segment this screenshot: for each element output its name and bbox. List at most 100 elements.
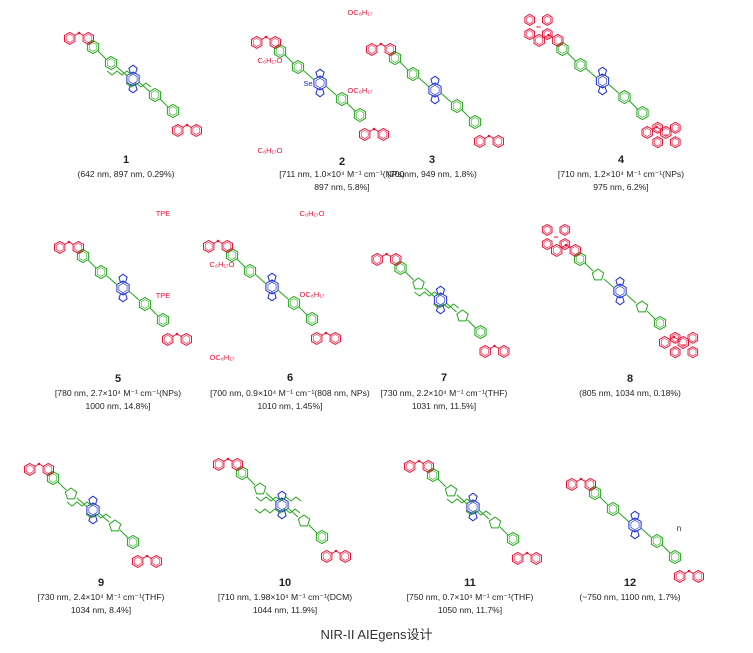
thiophene-9-0: [64, 487, 78, 500]
phenyl-3-0-inner: [390, 53, 400, 63]
tpa-5-0-phenyl-a-inner: [55, 242, 64, 252]
tpa-3-1-bond-b: [488, 135, 495, 140]
phenyl-bridge-1-0-inner: [106, 58, 116, 68]
phenyl-bridge-12-1-inner: [652, 536, 662, 546]
tpa-1-1-phenyl-a-inner: [173, 125, 182, 135]
acceptor-5-thiadiazole-top: [118, 273, 128, 283]
tpa-10-0-bond-a: [222, 458, 229, 463]
acceptor-11-thiadiazole-top: [468, 492, 478, 502]
acceptor-8-thiadiazole-top: [615, 276, 625, 286]
tpa-1-0-phenyl-a-inner: [65, 33, 74, 43]
tpa-11-1-phenyl-a-inner: [513, 553, 522, 563]
tpe-8-1-ph2: [687, 331, 699, 344]
tpa-10-0-phenyl-b-inner: [233, 459, 242, 469]
tpa-6-0-phenyl-a-inner: [204, 241, 213, 251]
phenyl-bridge-12-1: [650, 533, 664, 549]
tpa-6-1-bond-b: [325, 332, 332, 337]
tpa-8-1-bond-a: [668, 336, 675, 341]
phenyl-bridge-1-0: [104, 55, 118, 71]
acceptor-12-thiadiazole-top: [630, 510, 640, 520]
tpa-1-1-phenyl-b-inner: [192, 125, 201, 135]
link-6-0: [236, 258, 246, 268]
bridge-bond-8-1: [625, 293, 637, 304]
tpa-8-1-phenyl-a-inner: [660, 337, 669, 347]
label-2-4: Se: [303, 79, 312, 88]
bridge-bond-6-1: [277, 289, 289, 300]
tpa-8-1-bond-b: [673, 336, 680, 341]
tpa-11-1-phenyl-b-inner: [532, 553, 541, 563]
tpa-12-1-bond-b: [688, 570, 695, 575]
tpa-3-0-bond-a: [375, 43, 382, 48]
bridge-bond-11-1: [478, 509, 490, 520]
tpa-5-0-bond-a: [63, 241, 70, 246]
tpa-2-1-bond-b: [373, 128, 380, 133]
phenyl-bridge-1-1: [148, 87, 162, 103]
structure-7: [371, 252, 510, 358]
phenyl-bridge-5-0-inner: [96, 267, 106, 277]
bridge-bond-11-0: [456, 494, 468, 505]
phenyl-bridge-3-1-inner: [452, 101, 462, 111]
alkyl-7-1: [433, 303, 459, 309]
link-7-1: [467, 319, 476, 329]
link-2-1: [346, 102, 356, 112]
tpa-5-1-phenyl-b-inner: [182, 334, 191, 344]
figure-caption: NIR-II AIEgens设计: [320, 627, 433, 642]
tpe-4-1-ph1: [652, 121, 663, 134]
acceptor-2-thiadiazole-bottom: [315, 88, 325, 98]
link-5-1: [149, 307, 159, 317]
tpa-12-1-bond-a: [683, 570, 690, 575]
tpa-3-0-phenyl-a-inner: [367, 44, 376, 54]
bridge-bond-9-1: [98, 512, 110, 523]
tpa-1-0-phenyl-b-inner: [84, 33, 93, 43]
tpe-4-0-ph3: [524, 28, 535, 41]
link-12-0: [599, 496, 609, 506]
acceptor-2-thiadiazole-top: [315, 68, 325, 78]
tpa-8-0-phenyl-b-inner: [571, 245, 580, 255]
phenyl-bridge-6-1-inner: [289, 298, 299, 308]
tpa-5-1-bond-b: [176, 333, 183, 338]
tpa-2-1-bond-a: [368, 128, 375, 133]
bridge-bond-12-1: [640, 527, 652, 538]
tpe-8-0-ph1: [541, 223, 553, 236]
alkyl-9-1: [85, 513, 112, 519]
tpa-3-1-phenyl-a-inner: [475, 136, 484, 146]
label-6-2: C₈H₁₇O: [210, 260, 235, 269]
acceptor-3-thiadiazole-top: [430, 75, 440, 85]
phenyl-11-1-inner: [508, 534, 518, 544]
thiophene-11-1: [488, 516, 502, 529]
acceptor-9-benzene-inner: [88, 504, 98, 516]
tpa-11-1-bond-a: [521, 552, 528, 557]
phenyl-5-1: [156, 312, 170, 328]
acceptor-4-thiadiazole-bottom: [597, 86, 608, 96]
tpa-2-0-phenyl-b-inner: [271, 37, 280, 47]
tpa-12-0-bond-b: [580, 478, 587, 483]
link-10-1: [308, 524, 318, 534]
tpa-2-1-phenyl-b-inner: [379, 129, 388, 139]
compound-number-7: 7: [440, 372, 448, 384]
compound-caption-11: [750 nm, 0.7×10⁴ M⁻¹ cm⁻¹(THF) 1050 nm, 1…: [375, 591, 565, 617]
label-2-0: OC₈H₁₇: [348, 8, 373, 17]
compound-caption-2: [711 nm, 1.0×10⁴ M⁻¹ cm⁻¹(NPs) 897 nm, 5.…: [247, 168, 437, 194]
tpa-6-1-bond-a: [320, 332, 327, 337]
tpe-8-0-ph2-inner: [561, 225, 569, 234]
tpe-8-0-ph1-inner: [543, 225, 551, 234]
label-5-1: TPE: [156, 291, 171, 300]
acceptor-6-thiadiazole-top: [267, 272, 277, 282]
phenyl-10-1-inner: [317, 532, 327, 542]
structure-6: C₈H₁₇O OC₈H₁₇ C₈H₁₇O OC₈H₁₇: [203, 209, 341, 362]
acceptor-12-thiadiazole-bottom: [630, 530, 640, 540]
link-1-0: [97, 50, 107, 60]
acceptor-8-benzene-inner: [615, 285, 625, 297]
tpe-4-0-ph4: [542, 28, 553, 41]
acceptor-10-thiadiazole-top: [277, 490, 287, 500]
tpa-11-0-bond-b: [418, 460, 425, 465]
phenyl-3-1: [468, 114, 482, 130]
phenyl-6-1: [305, 311, 319, 327]
compound-caption-7: [730 nm, 2.2×10⁴ M⁻¹ cm⁻¹(THF) 1031 nm, 1…: [349, 387, 539, 413]
thiophene-9-1: [108, 519, 122, 532]
compound-caption-8: (805 nm, 1034 nm, 0.18%): [535, 387, 725, 400]
link-5-0: [87, 259, 97, 269]
link-9-1: [119, 529, 129, 539]
bridge-bond-3-0: [418, 77, 430, 88]
bridge-bond-12-0: [618, 512, 630, 523]
